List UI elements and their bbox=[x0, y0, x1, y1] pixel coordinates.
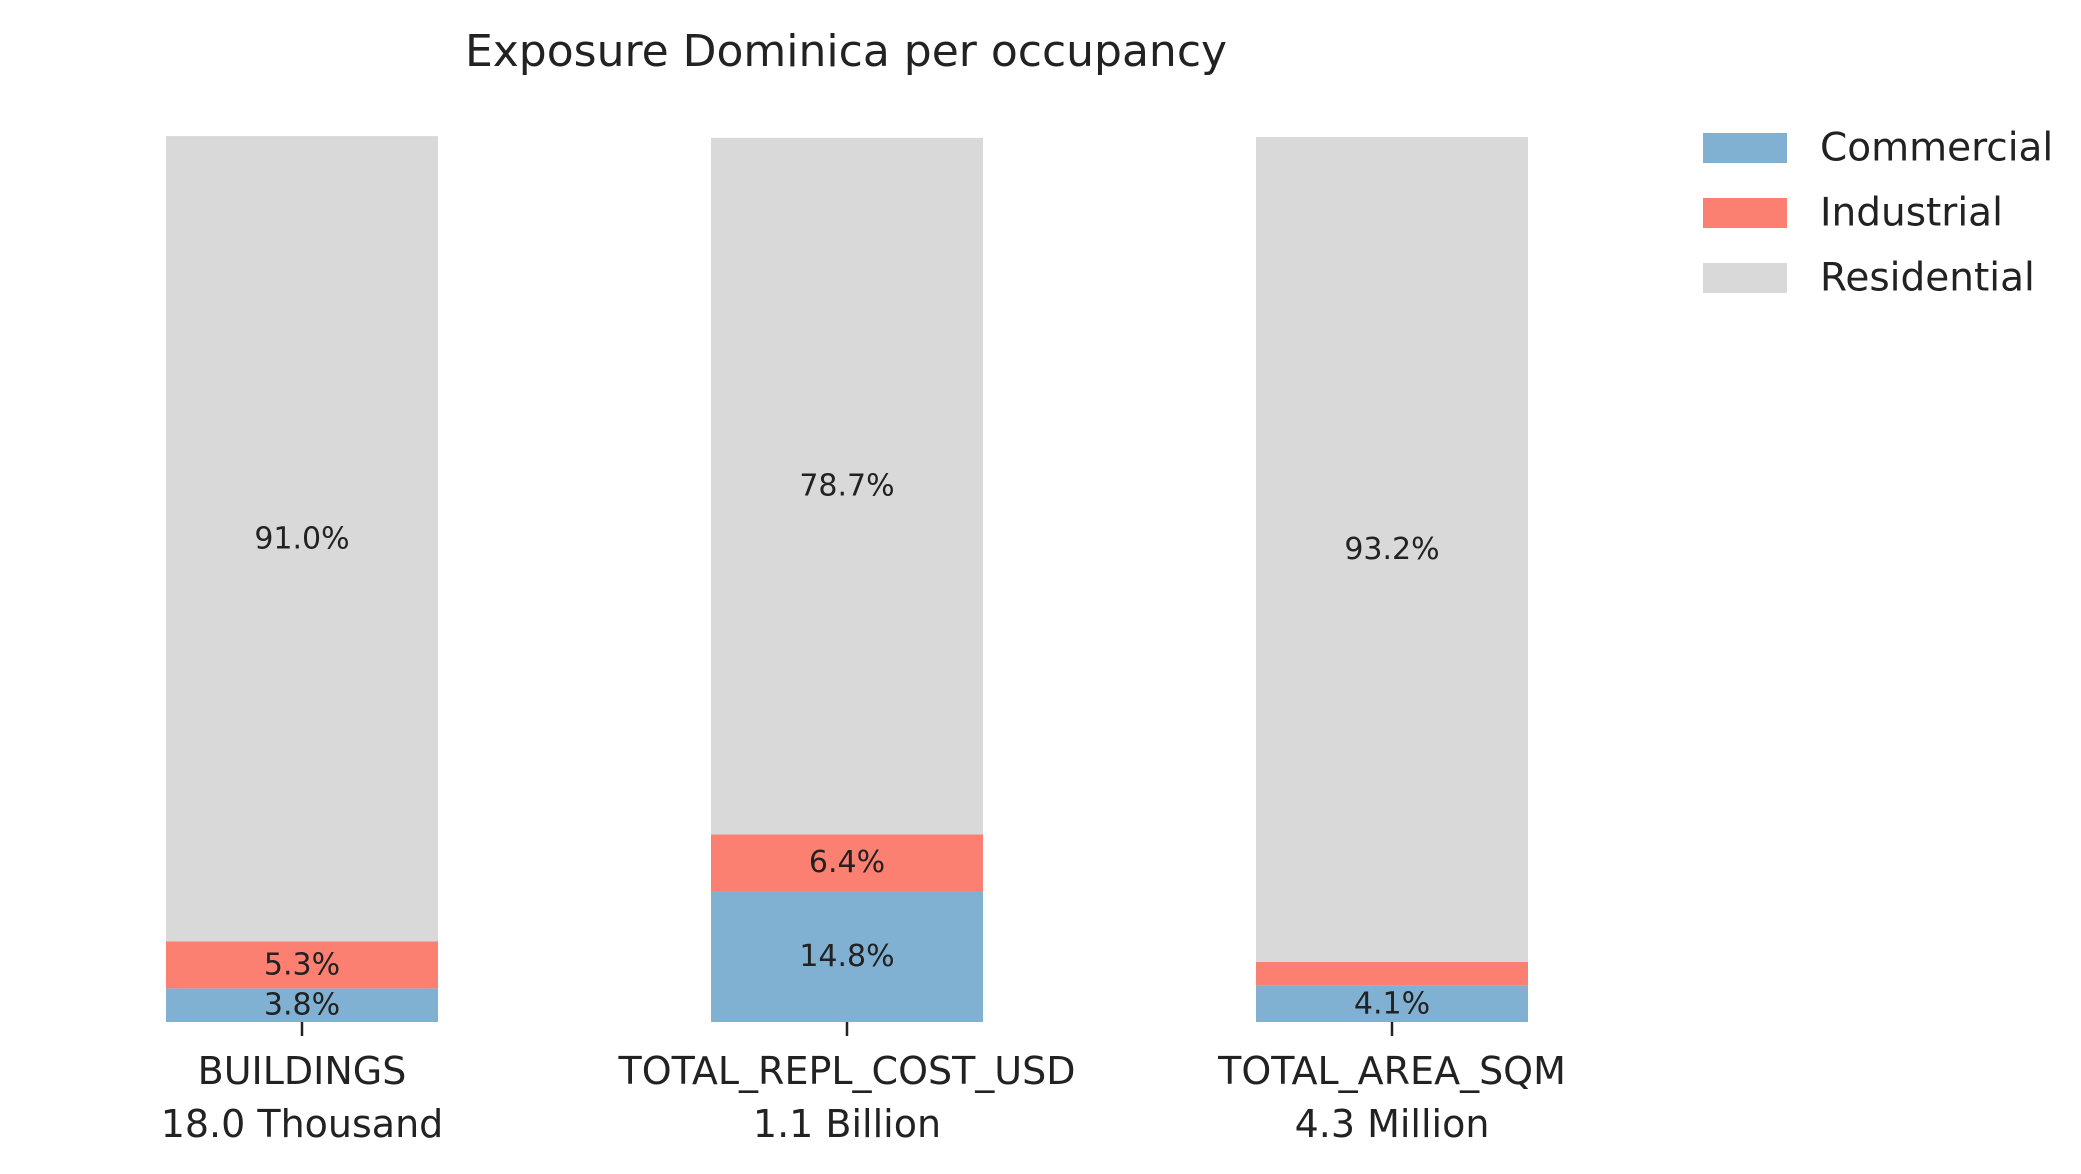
legend: Commercial Industrial Residential bbox=[1703, 126, 2053, 301]
x-tick-label-buildings: BUILDINGS bbox=[198, 1049, 407, 1093]
data-label-industrial-total_repl_cost_usd: 6.4% bbox=[809, 845, 885, 880]
legend-label-residential: Residential bbox=[1820, 256, 2035, 301]
data-label-commercial-total_repl_cost_usd: 14.8% bbox=[799, 939, 894, 974]
bar-commercial-total_repl_cost_usd bbox=[711, 891, 983, 1022]
data-label-residential-buildings: 91.0% bbox=[254, 521, 349, 556]
legend-label-commercial: Commercial bbox=[1820, 126, 2053, 171]
chart-title: Exposure Dominica per occupancy bbox=[465, 26, 1227, 77]
legend-swatch-commercial bbox=[1703, 133, 1787, 163]
bar-industrial-buildings bbox=[166, 941, 438, 989]
bar-commercial-total_area_sqm bbox=[1256, 985, 1528, 1022]
x-axis: BUILDINGS 18.0 Thousand TOTAL_REPL_COST_US… bbox=[161, 1022, 1566, 1146]
data-label-commercial-buildings: 3.8% bbox=[264, 988, 340, 1023]
bar-residential-total_repl_cost_usd bbox=[711, 137, 983, 835]
bar-residential-total_area_sqm bbox=[1256, 137, 1528, 962]
legend-label-industrial: Industrial bbox=[1820, 191, 2003, 236]
data-label-commercial-total_area_sqm: 4.1% bbox=[1354, 986, 1430, 1021]
data-label-residential-total_area_sqm: 93.2% bbox=[1344, 532, 1439, 567]
bar-residential-buildings bbox=[166, 136, 438, 942]
x-tick-total-total_area_sqm: 4.3 Million bbox=[1295, 1102, 1490, 1146]
data-label-industrial-buildings: 5.3% bbox=[264, 947, 340, 982]
bars-group bbox=[166, 136, 1528, 1022]
bar-industrial-total_repl_cost_usd bbox=[711, 834, 983, 892]
data-label-residential-total_repl_cost_usd: 78.7% bbox=[799, 469, 894, 504]
x-tick-total-buildings: 18.0 Thousand bbox=[161, 1102, 444, 1146]
x-tick-label-total_repl_cost_usd: TOTAL_REPL_COST_USD bbox=[617, 1049, 1075, 1093]
x-tick-total-total_repl_cost_usd: 1.1 Billion bbox=[753, 1102, 941, 1146]
x-tick-label-total_area_sqm: TOTAL_AREA_SQM bbox=[1217, 1049, 1566, 1093]
legend-swatch-industrial bbox=[1703, 198, 1787, 228]
bar-industrial-total_area_sqm bbox=[1256, 961, 1528, 986]
legend-swatch-residential bbox=[1703, 263, 1787, 293]
data-labels-group: 3.8% 5.3% 91.0% 14.8% 6.4% 78.7% 4.1% 93.2% bbox=[254, 469, 1439, 1023]
bar-commercial-buildings bbox=[166, 988, 438, 1022]
